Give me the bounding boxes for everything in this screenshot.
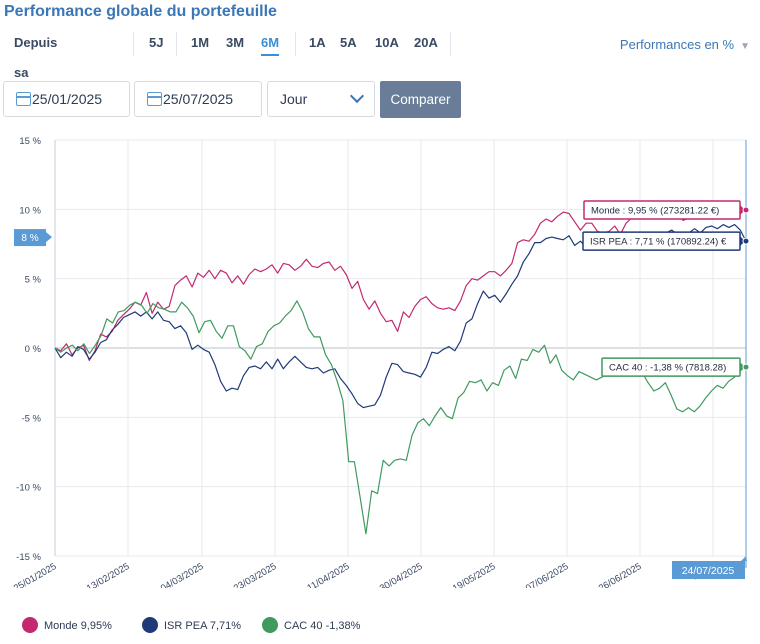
tooltip-isr-pea-label: ISR PEA : 7,71 % (170892.24) €: [590, 237, 727, 248]
granularity-value: Jour: [280, 91, 308, 107]
crosshair-x-label: 24/07/2025: [682, 565, 735, 577]
crosshair-y-pointer: [46, 232, 52, 243]
legend-swatch: [22, 617, 38, 633]
y-tick-label: 5 %: [25, 275, 42, 286]
x-tick-label: 11/04/2025: [305, 561, 351, 588]
tab-6m[interactable]: 6M: [261, 28, 280, 58]
x-tick-label: 07/06/2025: [524, 561, 571, 588]
series-line-isr-pea: [54, 223, 747, 409]
crosshair-x-badge: [672, 561, 745, 579]
end-date-value: 25/07/2025: [163, 91, 234, 107]
legend-label: ISR PEA 7,71%: [164, 620, 242, 632]
start-date-field[interactable]: 25/01/2025: [3, 81, 130, 117]
crosshair-y-badge: [14, 229, 46, 247]
tooltip-monde-marker: [742, 206, 750, 214]
tab-3m[interactable]: 3M: [226, 35, 245, 50]
y-tick-label: 10 %: [19, 205, 41, 216]
x-tick-label: 19/05/2025: [451, 561, 498, 588]
tab-since-creation[interactable]: Depuis sa création: [14, 35, 65, 110]
tab-5a[interactable]: 5A: [340, 35, 357, 50]
tab-1m[interactable]: 1M: [191, 35, 210, 50]
x-tick-label: 26/06/2025: [597, 561, 644, 588]
y-tick-label: 15 %: [19, 136, 41, 147]
tooltip-cac-40-marker: [742, 363, 750, 371]
legend-swatch: [142, 617, 158, 633]
calendar-icon: [16, 92, 31, 106]
start-date-value: 25/01/2025: [32, 91, 103, 107]
legend-label: Monde 9,95%: [44, 620, 112, 632]
tooltip-cac-40-label: CAC 40 : -1,38 % (7818.28): [609, 363, 726, 374]
tab-10a[interactable]: 10A: [375, 35, 399, 50]
tab-1a[interactable]: 1A: [309, 35, 326, 50]
granularity-select[interactable]: Jour: [267, 81, 375, 117]
y-tick-label: 0 %: [25, 344, 42, 355]
x-axis-ticks: 25/01/2025 13/02/2025 04/03/2025 23/03/2025…: [12, 561, 717, 588]
page-title: Performance globale du portefeuille: [4, 3, 277, 20]
x-tick-label: 04/03/2025: [159, 561, 206, 588]
crosshair-y-label: 8 %: [21, 233, 38, 244]
compare-button[interactable]: Comparer: [380, 81, 461, 118]
y-axis-ticks: 15 % 10 % 5 % 0 % -5 % -10 % -15 %: [16, 136, 41, 563]
y-tick-label: -15 %: [16, 552, 41, 563]
chevron-down-icon: [349, 88, 365, 104]
tab-20a[interactable]: 20A: [414, 35, 438, 50]
y-tick-label: -10 %: [16, 483, 41, 494]
end-date-field[interactable]: 25/07/2025: [134, 81, 262, 117]
tab-separator: [176, 32, 177, 56]
x-tick-label: 25/01/2025: [12, 561, 59, 588]
tooltip-isr-pea-marker: [742, 237, 750, 245]
x-tick-label: 30/04/2025: [378, 561, 425, 588]
performance-mode-label: Performances en %: [619, 37, 735, 52]
calendar-icon: [147, 92, 162, 106]
performance-chart: 15 %10 %5 %0 %-5 %-10 %-15 % 25/01/2025 1…: [12, 136, 750, 588]
performance-mode-select[interactable]: Performances en % ▼: [620, 37, 750, 52]
tab-5j[interactable]: 5J: [149, 35, 164, 50]
chart-annotations: 8 % 24/07/2025 Monde : 9,95 % (273281.22 €…: [14, 140, 750, 579]
crosshair-x-pointer: [741, 556, 747, 561]
legend-label: CAC 40 -1,38%: [284, 620, 361, 632]
legend-swatch: [262, 617, 278, 633]
x-tick-label: 13/02/2025: [85, 561, 132, 588]
chevron-down-icon: ▼: [740, 41, 750, 52]
tab-separator: [295, 32, 296, 56]
y-tick-label: -5 %: [21, 413, 41, 424]
tab-separator: [133, 32, 134, 56]
tooltip-monde-label: Monde : 9,95 % (273281.22 €): [591, 206, 719, 217]
x-tick-label: 23/03/2025: [232, 561, 279, 588]
tab-separator: [450, 32, 451, 56]
